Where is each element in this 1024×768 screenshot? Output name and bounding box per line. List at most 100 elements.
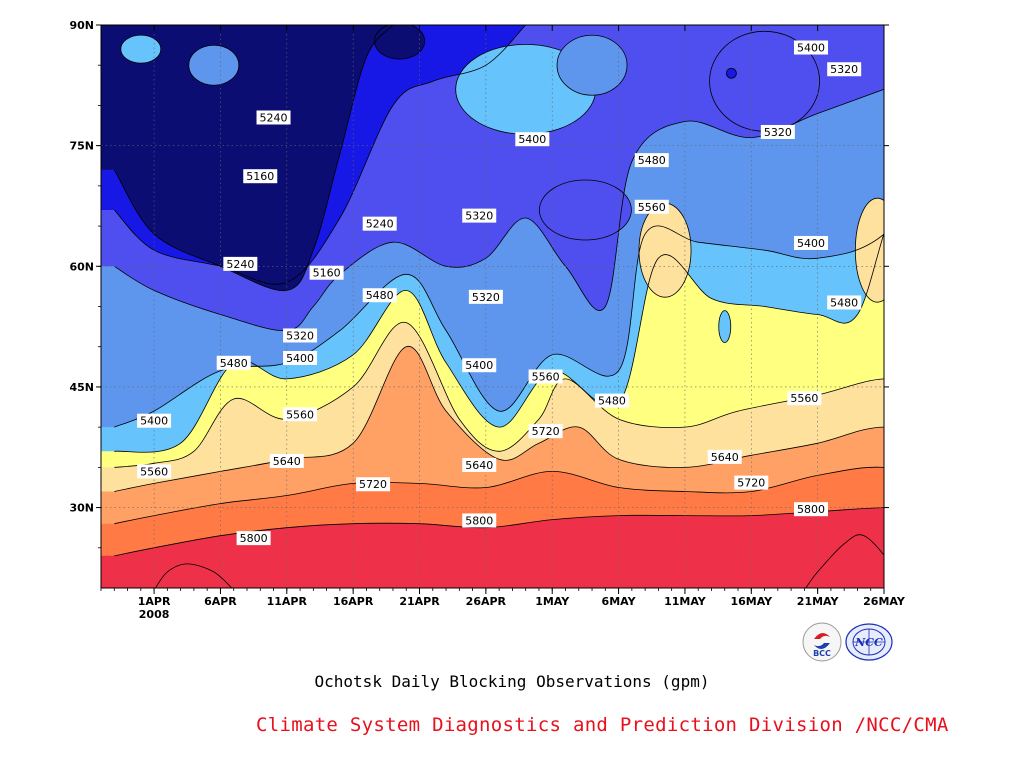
x-tick-label: 11MAY <box>664 595 707 608</box>
y-tick-label: 30N <box>69 502 94 515</box>
contour-label-bg <box>462 513 497 528</box>
contour-label: 5400 <box>794 235 829 250</box>
contour-pocket-5320-a <box>538 179 632 241</box>
contour-label: 5480 <box>362 288 397 303</box>
contour-label: 5720 <box>356 477 391 492</box>
contour-label: 5800 <box>794 502 829 517</box>
contour-label-text: 5480 <box>598 395 626 408</box>
contour-pocket-5400-tiny <box>120 34 162 64</box>
contour-line-5160 <box>113 25 394 291</box>
x-axis: 1APR 6APR 11APR 16APR 21APR 26APR 1MAY 6MAY 11MA… <box>100 25 906 621</box>
contour-label: 5560 <box>787 391 822 406</box>
contour-label-text: 5720 <box>737 477 765 490</box>
contour-label: 5400 <box>137 413 172 428</box>
x-tick-label: 11APR <box>267 595 308 608</box>
contour-label-bg <box>309 265 344 280</box>
contour-label: 5560 <box>528 369 563 384</box>
contour-label-bg <box>515 132 550 147</box>
contour-label-text: 5560 <box>140 465 168 478</box>
contour-label-bg <box>528 369 563 384</box>
contour-label: 5800 <box>236 531 271 546</box>
contour-label: 5160 <box>309 265 344 280</box>
contour-label-bg <box>760 124 795 139</box>
contour-pocket-5240-dot <box>725 67 737 79</box>
contour-label-text: 5480 <box>830 296 858 309</box>
contour-label-bg <box>468 289 503 304</box>
contour-label-text: 5560 <box>790 392 818 405</box>
y-tick-label: 75N <box>69 140 94 153</box>
bcc-logo-icon: BCC <box>802 622 842 662</box>
contour-label: 5720 <box>734 475 769 490</box>
contour-label: 5560 <box>634 199 669 214</box>
contour-label-bg <box>634 153 669 168</box>
y-tick-label: 60N <box>69 260 94 273</box>
contour-label: 5160 <box>243 169 278 184</box>
contour-label-bg <box>827 295 862 310</box>
contour-pocket-5880-west <box>154 563 233 588</box>
contour-label-bg <box>216 355 251 370</box>
chart-caption: Ochotsk Daily Blocking Observations (gpm… <box>314 672 710 691</box>
plot-area <box>101 25 884 588</box>
contour-label: 5320 <box>827 62 862 77</box>
ncc-logo-text: NCC <box>854 636 883 649</box>
contour-label-text: 5400 <box>465 359 493 372</box>
contour-label-text: 5800 <box>465 514 493 527</box>
contour-label: 5560 <box>283 407 318 422</box>
contour-label: 5480 <box>634 153 669 168</box>
contour-pocket-5400-northwest <box>188 44 240 86</box>
contour-label-text: 5480 <box>366 289 394 302</box>
contour-label-bg <box>787 391 822 406</box>
contour-label: 5480 <box>594 393 629 408</box>
contour-label-text: 5320 <box>830 63 858 76</box>
contour-label-bg <box>256 110 291 125</box>
contour-band-5160 <box>101 25 413 291</box>
contour-line-5720 <box>114 466 884 525</box>
contour-label-bg <box>634 199 669 214</box>
y-axis: 30N 45N 60N 75N 90N <box>69 19 889 549</box>
contour-label-bg <box>283 407 318 422</box>
ncc-logo-icon: NCC <box>845 623 893 661</box>
contour-label-bg <box>794 40 829 55</box>
contour-label-bg <box>707 449 742 464</box>
contour-label-bg <box>362 216 397 231</box>
x-tick-label: 16APR <box>333 595 374 608</box>
contour-label-bg <box>594 393 629 408</box>
bcc-logo-text: BCC <box>813 649 831 658</box>
y-tick-label: 45N <box>69 381 94 394</box>
x-tick-label: 21APR <box>399 595 440 608</box>
contour-label: 5400 <box>515 132 550 147</box>
x-tick-label: 1APR <box>138 595 171 608</box>
contour-label-bg <box>462 358 497 373</box>
contour-pocket-5400-b <box>556 34 628 96</box>
contour-label: 5560 <box>137 464 172 479</box>
contour-label-bg <box>243 169 278 184</box>
contour-label-text: 5320 <box>764 126 792 139</box>
contour-label-bg <box>734 475 769 490</box>
contour-label-text: 5560 <box>638 201 666 214</box>
contour-label-bg <box>223 256 258 271</box>
contour-line-5240 <box>114 25 526 285</box>
ncc-logo: NCC <box>845 622 893 662</box>
x-tick-label: 26APR <box>466 595 507 608</box>
contour-label-bg <box>283 350 318 365</box>
contour-label-text: 5400 <box>140 415 168 428</box>
contour-label-text: 5400 <box>286 352 314 365</box>
contour-label: 5400 <box>283 350 318 365</box>
contour-label-bg <box>356 477 391 492</box>
contour-label: 5720 <box>528 424 563 439</box>
x-tick-label: 6MAY <box>602 595 637 608</box>
contour-label: 5640 <box>462 457 497 472</box>
contour-label: 5480 <box>827 295 862 310</box>
contour-label-text: 5640 <box>465 459 493 472</box>
contour-label: 5640 <box>707 449 742 464</box>
contour-label: 5320 <box>462 208 497 223</box>
contour-label-text: 5720 <box>532 425 560 438</box>
contour-label: 5400 <box>462 358 497 373</box>
contour-label-text: 5240 <box>226 258 254 271</box>
contour-label-text: 5160 <box>313 267 341 280</box>
contour-label: 5320 <box>283 328 318 343</box>
contour-label-bg <box>283 328 318 343</box>
contour-lines <box>113 25 884 588</box>
contour-label-bg <box>794 235 829 250</box>
contour-label-bg <box>236 531 271 546</box>
